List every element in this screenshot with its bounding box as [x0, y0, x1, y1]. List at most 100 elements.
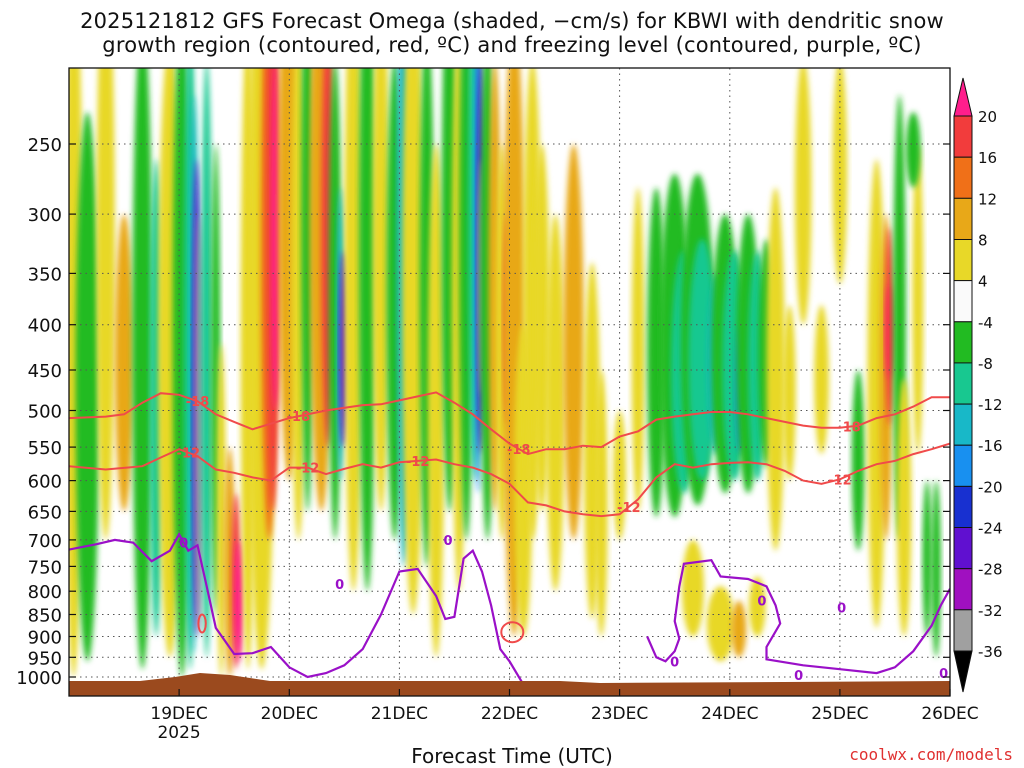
colorbar-segment: [953, 280, 973, 323]
y-tick-label: 500: [28, 402, 62, 423]
freezing-level-line: [69, 532, 541, 696]
omega-shade-cell: [731, 600, 747, 658]
colorbar-label: -20: [978, 478, 1003, 496]
omega-shade-cell: [766, 187, 785, 551]
omega-shade-cell: [75, 111, 100, 662]
isotherm-neg18-line: [69, 391, 950, 456]
isotherm-neg18-label: -18: [287, 410, 311, 425]
omega-shade-cell: [885, 226, 894, 426]
colorbar-label: -8: [978, 355, 993, 373]
omega-shade-cell: [359, 68, 376, 592]
omega-shade-cell: [427, 144, 445, 658]
omega-shade-cell: [814, 305, 829, 454]
colorbar-label: 20: [978, 108, 997, 126]
omega-shade-cell: [114, 214, 134, 512]
freezing-level-label: 0: [179, 537, 188, 552]
y-tick-label: 400: [28, 316, 62, 337]
freezing-level-label: 0: [837, 602, 846, 617]
x-tick-label: 20DEC: [261, 704, 318, 724]
colorbar-label: 16: [978, 149, 997, 167]
omega-shade-cell: [706, 586, 735, 662]
y-tick-label: 700: [28, 531, 62, 552]
y-tick-label: 950: [28, 648, 62, 669]
omega-shade-cell: [794, 68, 812, 325]
omega-shade-cell: [234, 539, 243, 662]
y-tick-label: 750: [28, 557, 62, 578]
omega-shade-cell: [931, 480, 941, 658]
y-tick-label: 550: [28, 438, 62, 459]
chart-title-line-1: 2025121812 GFS Forecast Omega (shaded, −…: [80, 9, 944, 33]
omega-shade-cell: [96, 68, 115, 540]
freezing-level-label: 0: [794, 669, 803, 684]
colorbar-segment: [953, 403, 973, 446]
colorbar-label: -32: [978, 602, 1003, 620]
colorbar-bottom-arrow: [953, 650, 973, 693]
colorbar-top-arrow: [953, 77, 973, 117]
omega-shade-cell: [783, 305, 796, 481]
x-tick-label: 21DEC: [371, 704, 428, 724]
omega-shade-cell: [912, 144, 924, 454]
omega-shade-cell: [832, 68, 848, 285]
y-tick-label: 600: [28, 472, 62, 493]
y-tick-label: 300: [28, 205, 62, 226]
omega-shade-cell: [896, 378, 912, 637]
x-tick-label: 19DEC: [150, 704, 207, 724]
isotherm-neg18-label: -18: [837, 421, 861, 436]
colorbar-label: -24: [978, 520, 1003, 538]
omega-shade-cell: [682, 539, 704, 637]
colorbar-segment: [953, 485, 973, 529]
x-tick-label: 22DEC: [481, 704, 538, 724]
y-tick-label: 250: [28, 135, 62, 156]
y-tick-label: 350: [28, 264, 62, 285]
omega-shading: [69, 68, 941, 677]
omega-shade-cell: [906, 112, 921, 188]
freezing-level-segment: [646, 559, 950, 675]
colorbar-label: 12: [978, 190, 997, 208]
colorbar-label: -16: [978, 437, 1003, 455]
freezing-level-label: 0: [670, 655, 679, 670]
isotherm-neg18-label: -18: [507, 443, 531, 458]
colorbar-segment: [953, 115, 973, 158]
y-tick-label: 800: [28, 582, 62, 603]
colorbar-segment: [953, 609, 973, 652]
y-tick-label: 900: [28, 628, 62, 649]
x-tick-sublabel: 2025: [157, 723, 200, 743]
isotherm-closed-contour: [500, 621, 525, 644]
omega-shade-cell: [647, 187, 666, 518]
omega-shade-cell: [402, 68, 425, 615]
omega-shade-cell: [922, 480, 932, 637]
colorbar-segment: [953, 362, 973, 405]
colorbar-label: -36: [978, 643, 1003, 661]
omega-shade-cell: [271, 68, 280, 411]
omega-shade-cell: [546, 214, 565, 592]
omega-shade-cell: [563, 144, 584, 540]
colorbar-label: -4: [978, 314, 993, 332]
omega-shade-cell: [533, 144, 550, 512]
freezing-level-label: 0: [757, 595, 766, 610]
isotherm-neg12-label: -12: [406, 455, 430, 470]
colorbar-label: 4: [978, 273, 988, 291]
omega-shade-cell: [344, 68, 363, 592]
omega-shade-cell: [372, 68, 390, 512]
colorbar: 20 16 12 8 4 -4 -8 -12 -16 -20 -24 -28 -32 -36: [953, 77, 1003, 693]
colorbar-segment: [953, 527, 973, 570]
y-tick-label: 450: [28, 361, 62, 382]
omega-shade-cell: [688, 238, 716, 481]
isotherm-neg12-line: [69, 442, 950, 518]
colorbar-segment: [953, 239, 973, 282]
omega-shade-cell: [594, 369, 608, 637]
grid-lines: [69, 68, 951, 696]
colorbar-label: 8: [978, 232, 988, 250]
omega-shade-cell: [201, 68, 213, 658]
colorbar-segment: [953, 568, 973, 611]
omega-shade-cell: [216, 343, 226, 677]
x-axis-label: Forecast Time (UTC): [411, 744, 613, 768]
freezing-level-label: 0: [443, 534, 452, 549]
omega-shade-cell: [749, 576, 766, 637]
colorbar-segment: [953, 444, 973, 487]
y-tick-label: 850: [28, 606, 62, 627]
x-tick-label: 26DEC: [921, 704, 978, 724]
isotherm-neg12-label: -12: [177, 447, 201, 462]
